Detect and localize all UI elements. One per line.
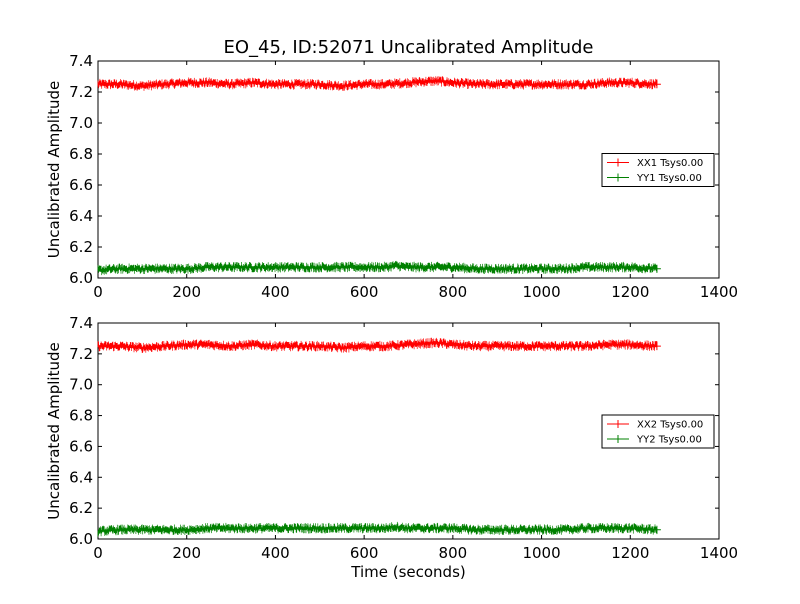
y-tick-label: 6.0 (69, 269, 93, 287)
y-tick-label: 6.8 (69, 145, 93, 163)
x-tick-label: 1000 (522, 544, 560, 562)
series-line (97, 339, 658, 351)
series-2 (97, 260, 661, 276)
x-tick-label: 1200 (611, 544, 649, 562)
x-tick-label: 600 (350, 283, 379, 301)
series-line (97, 77, 658, 90)
y-tick-label: 6.6 (69, 437, 93, 455)
y-tick-label: 7.4 (69, 52, 93, 70)
chart-panel-1: 0 200 400 600 800 1000 1200 1400 6.0 6.2 6.4 6.6 6.8… (45, 37, 738, 301)
y-tick-label: 7.0 (69, 376, 93, 394)
x-tick-label: 800 (439, 283, 468, 301)
series-end-marker (652, 342, 661, 351)
legend-box (601, 414, 715, 449)
legend-entry-label: XX1 Tsys0.00 (637, 158, 703, 169)
x-tick-label: 200 (172, 283, 201, 301)
x-axis-label: Time (seconds) (350, 563, 466, 581)
series-line (97, 522, 658, 535)
x-tick-label: 400 (261, 283, 290, 301)
y-tick-label: 6.4 (69, 468, 93, 486)
y-tick-label: 6.8 (69, 407, 93, 425)
x-tick-label: 0 (93, 283, 103, 301)
series-2 (97, 521, 661, 537)
x-tick-label: 800 (439, 544, 468, 562)
y-tick-label: 6.2 (69, 499, 93, 517)
chart-title: EO_45, ID:52071 Uncalibrated Amplitude (224, 37, 594, 58)
y-tick-label: 7.2 (69, 83, 93, 101)
y-tick-label: 6.4 (69, 207, 93, 225)
y-tick-label: 6.6 (69, 176, 93, 194)
y-tick-label: 6.2 (69, 238, 93, 256)
legend-entry-label: YY2 Tsys0.00 (636, 435, 702, 446)
chart-panel-2: 0 200 400 600 800 1000 1200 1400 6.0 6.2 6.4 6.6 6.8… (45, 314, 738, 581)
y-tick-label: 7.2 (69, 345, 93, 363)
y-tick-label: 6.0 (69, 530, 93, 548)
x-tick-label: 1200 (611, 283, 649, 301)
legend: XX1 Tsys0.00 YY1 Tsys0.00 (601, 153, 715, 187)
series-1 (97, 337, 661, 353)
series-1 (97, 76, 661, 91)
x-tick-label: 1400 (700, 283, 738, 301)
series-end-marker (652, 264, 661, 273)
series-end-marker (652, 525, 661, 534)
x-tick-label: 200 (172, 544, 201, 562)
legend-box (601, 153, 715, 187)
x-tick-label: 1000 (522, 283, 560, 301)
x-tick-label: 0 (93, 544, 103, 562)
legend-entry-label: YY1 Tsys0.00 (636, 173, 702, 184)
legend: XX2 Tsys0.00 YY2 Tsys0.00 (601, 414, 715, 449)
x-tick-label: 1400 (700, 544, 738, 562)
series-line (97, 263, 658, 273)
x-tick-label: 600 (350, 544, 379, 562)
y-axis-label: Uncalibrated Amplitude (45, 81, 63, 258)
x-tick-label: 400 (261, 544, 290, 562)
y-axis-label: Uncalibrated Amplitude (45, 342, 63, 519)
y-tick-label: 7.4 (69, 314, 93, 332)
series-end-marker (652, 80, 661, 89)
y-tick-label: 7.0 (69, 114, 93, 132)
legend-entry-label: XX2 Tsys0.00 (637, 420, 703, 431)
